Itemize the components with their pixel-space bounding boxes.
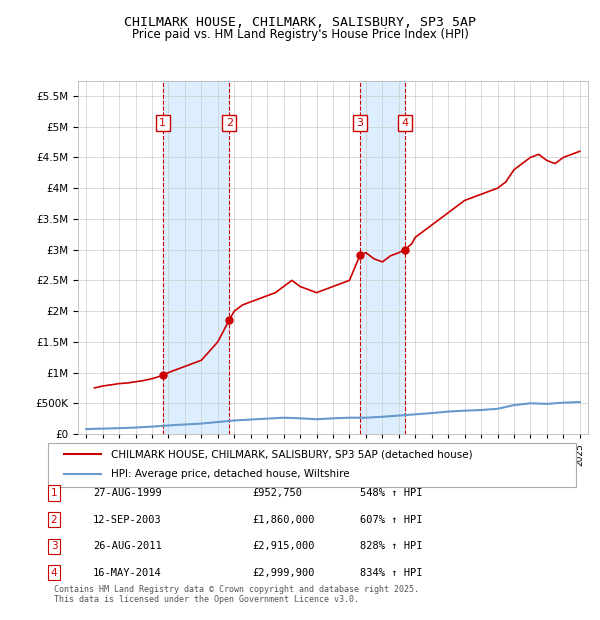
Text: £2,999,900: £2,999,900 xyxy=(252,568,314,578)
Text: £952,750: £952,750 xyxy=(252,488,302,498)
Text: HPI: Average price, detached house, Wiltshire: HPI: Average price, detached house, Wilt… xyxy=(112,469,350,479)
Text: 1: 1 xyxy=(50,488,58,498)
Bar xyxy=(163,81,229,434)
Text: Price paid vs. HM Land Registry's House Price Index (HPI): Price paid vs. HM Land Registry's House … xyxy=(131,28,469,41)
Text: £2,915,000: £2,915,000 xyxy=(252,541,314,551)
Text: £1,860,000: £1,860,000 xyxy=(252,515,314,525)
Text: 16-MAY-2014: 16-MAY-2014 xyxy=(93,568,162,578)
Text: 2: 2 xyxy=(226,118,233,128)
Text: 2: 2 xyxy=(50,515,58,525)
Text: 4: 4 xyxy=(401,118,409,128)
Text: 26-AUG-2011: 26-AUG-2011 xyxy=(93,541,162,551)
Text: 1: 1 xyxy=(159,118,166,128)
Text: 3: 3 xyxy=(356,118,364,128)
Text: Contains HM Land Registry data © Crown copyright and database right 2025.
This d: Contains HM Land Registry data © Crown c… xyxy=(54,585,419,604)
Text: 828% ↑ HPI: 828% ↑ HPI xyxy=(360,541,422,551)
Text: 4: 4 xyxy=(50,568,58,578)
Text: 3: 3 xyxy=(50,541,58,551)
FancyBboxPatch shape xyxy=(48,443,576,487)
Text: CHILMARK HOUSE, CHILMARK, SALISBURY, SP3 5AP (detached house): CHILMARK HOUSE, CHILMARK, SALISBURY, SP3… xyxy=(112,449,473,459)
Text: 834% ↑ HPI: 834% ↑ HPI xyxy=(360,568,422,578)
Bar xyxy=(360,81,405,434)
Text: 12-SEP-2003: 12-SEP-2003 xyxy=(93,515,162,525)
Text: 607% ↑ HPI: 607% ↑ HPI xyxy=(360,515,422,525)
Text: 548% ↑ HPI: 548% ↑ HPI xyxy=(360,488,422,498)
Text: CHILMARK HOUSE, CHILMARK, SALISBURY, SP3 5AP: CHILMARK HOUSE, CHILMARK, SALISBURY, SP3… xyxy=(124,16,476,29)
Text: 27-AUG-1999: 27-AUG-1999 xyxy=(93,488,162,498)
